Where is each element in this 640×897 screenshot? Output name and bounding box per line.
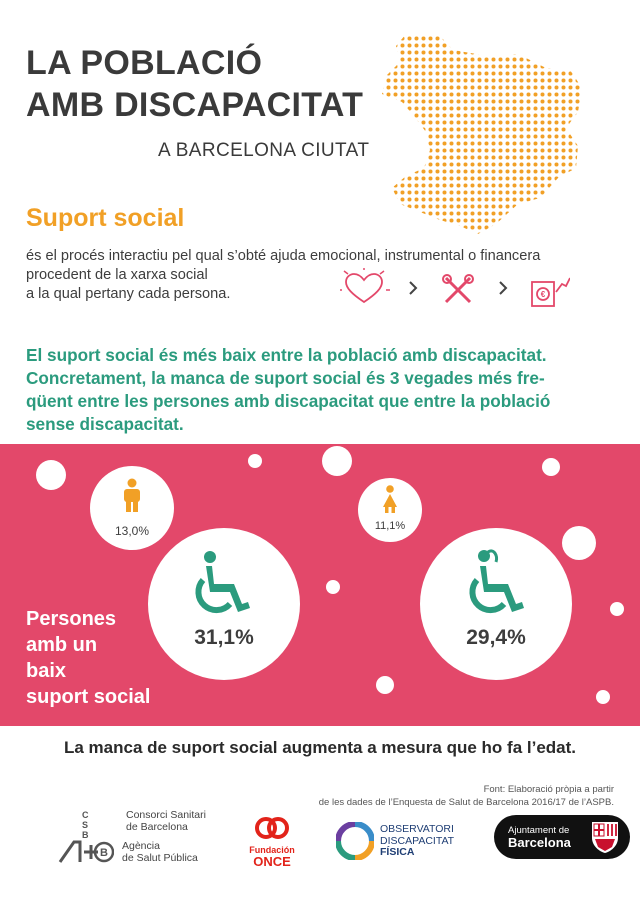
aspb-symbol-icon: B: [58, 840, 114, 863]
svg-text:€: €: [541, 290, 546, 299]
finding-line-2: Concretament, la manca de suport social …: [26, 368, 545, 388]
observatori-line-1: OBSERVATORI: [380, 823, 454, 835]
source-note: Font: Elaboració pròpia a partir de les …: [254, 783, 614, 809]
support-definition: és el procés interactiu pel qual s’obté …: [26, 247, 586, 304]
aspb-name: Agència de Salut Pública: [122, 840, 198, 864]
decor-dot: [562, 526, 596, 560]
ajuntament-line-2: Barcelona: [508, 835, 571, 850]
source-line-1: Font: Elaboració pròpia a partir: [483, 784, 614, 795]
women-general-circle: 11,1%: [358, 478, 422, 542]
wheelchair-man-icon: [195, 551, 250, 614]
observatori-line-3: FÍSICA: [380, 846, 415, 858]
men-disability-value: 31,1%: [194, 626, 254, 649]
money-icon: €: [531, 277, 570, 307]
once-line-1: Fundación: [249, 845, 295, 855]
barcelona-shield-icon: [592, 822, 618, 853]
once-line-2: ONCE: [253, 854, 291, 869]
stats-label-line-3: baix: [26, 660, 67, 682]
title-line-2: AMB DISCAPACITAT: [26, 86, 364, 124]
finding-line-1: El suport social és més baix entre la po…: [26, 345, 547, 365]
ajuntament-name: Ajuntament de Barcelona: [508, 825, 571, 850]
section-title: Suport social: [26, 204, 185, 232]
finding-line-3: qüent entre les persones amb discapacita…: [26, 391, 551, 411]
page-subtitle: A BARCELONA CIUTAT: [158, 140, 370, 161]
wheelchair-woman-icon: [469, 549, 524, 614]
definition-line-2: procedent de la xarxa social: [26, 267, 208, 283]
source-line-2: de les dades de l’Enquesta de Salut de B…: [318, 797, 614, 808]
ajuntament-logo: Ajuntament de Barcelona: [494, 815, 630, 859]
finding-line-4: sense discapacitat.: [26, 414, 184, 434]
csb-line-1: Consorci Sanitari: [126, 809, 206, 821]
svg-text:B: B: [100, 847, 108, 859]
men-general-circle: 13,0%: [90, 466, 174, 550]
heart-icon: [340, 268, 390, 304]
women-disability-circle: 29,4%: [420, 528, 572, 680]
men-disability-circle: 31,1%: [148, 528, 300, 680]
chevron-right-icon: [499, 281, 508, 295]
observatori-line-2: DISCAPACITAT: [380, 834, 455, 847]
conclusion-text: La manca de suport social augmenta a mes…: [63, 738, 577, 757]
observatori-symbol-icon: [336, 822, 374, 860]
decor-dot: [326, 580, 340, 594]
man-icon: [124, 478, 140, 512]
title-line-1: LA POBLACIÓ: [26, 44, 263, 82]
women-general-value: 11,1%: [374, 520, 406, 532]
barcelona-map-icon: [382, 34, 582, 234]
women-disability-value: 29,4%: [466, 626, 526, 649]
once-logo: Fundación ONCE: [246, 816, 298, 868]
tools-icon: [442, 274, 474, 304]
woman-icon: [383, 485, 397, 513]
decor-dot: [376, 676, 394, 694]
ajuntament-line-1: Ajuntament de: [508, 825, 570, 836]
definition-line-3: a la qual pertany cada persona.: [26, 286, 231, 302]
chevron-right-icon: [409, 281, 418, 295]
stats-label-line-2: amb un: [26, 634, 98, 656]
definition-line-1: és el procés interactiu pel qual s’obté …: [26, 248, 541, 264]
decor-dot: [542, 458, 560, 476]
csb-letters: C S B: [82, 810, 92, 840]
stats-label-line-1: Persones: [26, 608, 117, 630]
decor-dot: [596, 690, 610, 704]
men-general-value: 13,0%: [114, 524, 150, 538]
key-finding: El suport social és més baix entre la po…: [26, 344, 606, 436]
observatori-name: OBSERVATORI DISCAPACITAT FÍSICA: [380, 823, 455, 859]
decor-dot: [36, 460, 66, 490]
stats-label: Persones amb un baix suport social: [26, 606, 150, 710]
stats-panel: 13,0% 11,1% 31,1% 29,4%: [0, 444, 640, 726]
decor-dot: [322, 446, 352, 476]
decor-dot: [248, 454, 262, 468]
aspb-line-1: Agència: [122, 840, 160, 852]
support-types-chain: €: [340, 268, 570, 307]
csb-name: Consorci Sanitari de Barcelona: [126, 809, 206, 833]
stats-label-line-4: suport social: [26, 686, 151, 708]
aspb-line-2: de Salut Pública: [122, 852, 198, 864]
decor-dot: [610, 602, 624, 616]
once-symbol-icon: [255, 817, 289, 839]
page-title: LA POBLACIÓ AMB DISCAPACITAT: [26, 42, 363, 126]
csb-line-2: de Barcelona: [126, 821, 188, 833]
